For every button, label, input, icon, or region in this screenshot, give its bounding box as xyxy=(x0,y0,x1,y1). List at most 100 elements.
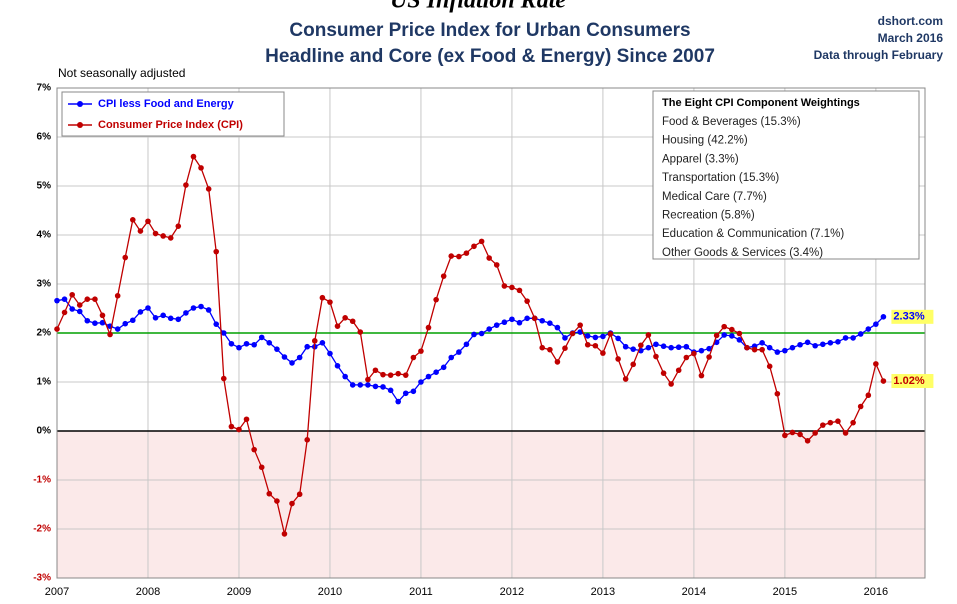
data-point xyxy=(501,283,508,289)
chart-title: Consumer Price Index for Urban Consumers xyxy=(289,20,690,41)
weightings-item: Recreation (5.8%) xyxy=(662,210,755,222)
weightings-box xyxy=(652,90,920,260)
data-point xyxy=(304,343,311,350)
data-point xyxy=(531,315,538,322)
data-point xyxy=(342,315,348,321)
x-tick-label: 2014 xyxy=(682,586,706,598)
data-point xyxy=(387,387,394,394)
data-point xyxy=(296,354,303,361)
data-point xyxy=(289,360,295,366)
data-point xyxy=(54,326,60,332)
data-point xyxy=(539,344,546,351)
data-point xyxy=(220,375,227,382)
data-point xyxy=(789,344,796,351)
legend-swatch xyxy=(77,101,83,107)
data-point xyxy=(175,316,182,323)
data-point xyxy=(114,292,121,299)
data-point xyxy=(577,329,583,335)
data-point xyxy=(478,330,485,337)
source: March 2016 xyxy=(878,31,944,45)
data-point xyxy=(258,464,265,471)
y-tick-label: -3% xyxy=(33,573,51,584)
plot-border xyxy=(56,87,926,579)
data-point xyxy=(729,333,735,339)
data-point xyxy=(243,340,250,347)
data-point xyxy=(402,372,409,378)
data-point xyxy=(433,369,439,376)
data-point xyxy=(660,343,667,350)
data-point xyxy=(365,382,371,388)
x-tick-label: 2015 xyxy=(773,586,797,598)
legend-label: CPI less Food and Energy xyxy=(98,98,235,110)
data-point xyxy=(797,431,803,438)
data-point xyxy=(660,370,667,376)
data-point xyxy=(607,331,614,337)
data-point xyxy=(615,335,621,342)
data-point xyxy=(122,320,129,327)
data-point xyxy=(486,255,492,261)
data-point xyxy=(766,344,773,351)
x-tick-label: 2010 xyxy=(318,586,342,598)
data-point xyxy=(789,429,796,436)
data-point xyxy=(683,354,690,361)
data-point xyxy=(509,316,515,323)
data-point xyxy=(425,324,432,331)
data-point xyxy=(698,372,705,379)
data-point xyxy=(372,383,379,390)
data-point xyxy=(357,329,364,335)
legend-box xyxy=(61,91,285,137)
data-point xyxy=(653,353,659,360)
data-point xyxy=(766,363,773,370)
data-point xyxy=(562,345,568,351)
data-point xyxy=(584,333,591,339)
data-point xyxy=(84,317,91,324)
data-point xyxy=(349,382,356,388)
data-point xyxy=(372,367,379,374)
weightings-item: Food & Beverages (15.3%) xyxy=(662,116,801,128)
y-tick-label: 5% xyxy=(37,181,52,192)
data-point xyxy=(365,376,371,383)
data-point xyxy=(630,346,637,352)
x-tick-label: 2008 xyxy=(136,586,160,598)
y-tick-label: 6% xyxy=(37,132,52,143)
data-point xyxy=(850,335,856,341)
data-point xyxy=(835,418,841,425)
data-point xyxy=(782,347,788,354)
data-point xyxy=(554,359,561,365)
data-point xyxy=(183,182,189,188)
data-point xyxy=(721,323,727,330)
data-point xyxy=(804,438,811,444)
source: dshort.com xyxy=(878,14,943,28)
data-point xyxy=(137,228,144,234)
data-point xyxy=(145,218,151,225)
data-point xyxy=(691,350,697,357)
data-point xyxy=(782,432,788,439)
data-point xyxy=(880,314,887,320)
x-tick-label: 2016 xyxy=(864,586,888,598)
data-point xyxy=(198,303,204,310)
data-point xyxy=(630,361,637,368)
data-point xyxy=(440,273,447,279)
data-point xyxy=(114,326,121,332)
data-point xyxy=(410,388,417,395)
data-point xyxy=(842,335,849,341)
data-point xyxy=(456,253,462,260)
data-point xyxy=(850,419,856,426)
data-point xyxy=(160,233,166,239)
data-point xyxy=(266,340,273,346)
data-point xyxy=(387,372,394,378)
data-point xyxy=(501,319,508,326)
data-point xyxy=(190,153,197,160)
data-point xyxy=(577,322,583,328)
legend-swatch xyxy=(77,122,83,128)
y-tick-label: 2% xyxy=(37,328,52,339)
data-point xyxy=(334,323,341,329)
data-point xyxy=(736,337,743,343)
data-point xyxy=(668,381,674,387)
data-point xyxy=(547,320,553,327)
end-label: 1.02% xyxy=(893,375,924,387)
weightings-title: The Eight CPI Component Weightings xyxy=(662,97,860,109)
data-point xyxy=(592,334,599,341)
data-point xyxy=(183,310,189,316)
data-point xyxy=(675,367,682,374)
